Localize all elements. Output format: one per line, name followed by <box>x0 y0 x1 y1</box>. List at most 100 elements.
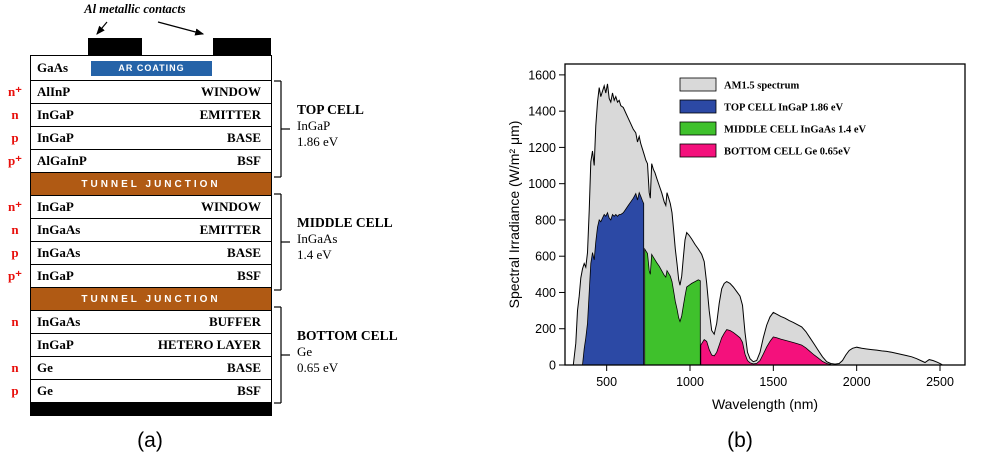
doping-label: n <box>11 107 19 122</box>
metal-contact-left <box>88 38 142 55</box>
material-label: GaAs <box>37 60 69 75</box>
series-area-2 <box>644 247 701 366</box>
y-tick-label: 800 <box>535 213 556 227</box>
ar-coating-bar: AR COATING <box>91 61 212 76</box>
bottom-cell-label: BOTTOM CELL Ge 0.65 eV <box>297 328 447 376</box>
layer-role-label: WINDOW <box>201 199 261 214</box>
y-tick-label: 1400 <box>528 105 556 119</box>
caption-a: (a) <box>137 429 163 452</box>
layer-row-ingap: n⁺ InGaP WINDOW <box>8 195 272 219</box>
layer-row-ingap: p⁺ InGaP BSF <box>8 264 272 288</box>
x-tick-label: 2500 <box>926 375 954 389</box>
legend-swatch-2 <box>679 121 717 136</box>
layer-role-label: EMITTER <box>199 222 261 237</box>
bottom-cell-name: BOTTOM CELL <box>297 328 398 343</box>
tunnel-junction-row: TUNNEL JUNCTION <box>30 287 272 311</box>
doping-label: n⁺ <box>7 84 23 99</box>
top-cell-material: InGaP <box>297 118 331 133</box>
top-cell-label: TOP CELL InGaP 1.86 eV <box>297 102 447 150</box>
top-cell-name: TOP CELL <box>297 102 364 117</box>
legend-swatch-0 <box>679 77 717 92</box>
layer-row-ingaas: n InGaAs BUFFER <box>11 310 272 334</box>
legend-label-1: TOP CELL InGaP 1.86 eV <box>724 103 844 114</box>
tunnel-junction-label: TUNNEL JUNCTION <box>81 178 221 190</box>
series-area-1 <box>582 191 645 366</box>
doping-label: p <box>11 383 19 398</box>
y-axis-label: Spectral Irradiance (W/m² μm) <box>506 121 522 309</box>
solar-cell-diagram-panel: Al metallic contacts GaAs AR COATING n⁺ AlI… <box>8 2 447 416</box>
legend-label-3: BOTTOM CELL Ge 0.65eV <box>724 147 851 158</box>
middle-cell-label: MIDDLE CELL InGaAs 1.4 eV <box>297 215 447 263</box>
layer-row-ingap: n InGaP EMITTER <box>11 103 272 127</box>
x-tick-label: 2000 <box>843 375 871 389</box>
legend-swatch-1 <box>679 99 717 114</box>
middle-cell-material: InGaAs <box>297 231 338 246</box>
layer-role-label: BSF <box>237 153 261 168</box>
y-tick-label: 1200 <box>528 141 556 155</box>
y-tick-label: 1000 <box>528 177 556 191</box>
layer-row-gaas: GaAs AR COATING <box>30 55 272 81</box>
cell-brackets <box>274 80 290 404</box>
contact-arrows <box>96 21 205 36</box>
x-tick-label: 1500 <box>759 375 787 389</box>
doping-label: p <box>11 130 19 145</box>
caption-b: (b) <box>727 429 753 452</box>
material-label: InGaAs <box>37 314 81 329</box>
x-tick-label: 500 <box>596 375 617 389</box>
series-area-3 <box>700 329 832 366</box>
layer-row-ingap: p InGaP BASE <box>11 126 272 150</box>
material-label: Ge <box>37 360 53 375</box>
al-contacts-label: Al metallic contacts <box>84 2 186 16</box>
layer-row-ge: p Ge BSF <box>11 379 272 403</box>
doping-label: p⁺ <box>7 268 23 283</box>
middle-cell-name: MIDDLE CELL <box>297 215 393 230</box>
material-label: AlInP <box>37 84 71 99</box>
layer-row-ingap: InGaP HETERO LAYER <box>30 333 272 357</box>
layer-row-algainp: p⁺ AlGaInP BSF <box>8 149 272 173</box>
layer-role-label: BSF <box>237 268 261 283</box>
doping-label: n <box>11 222 19 237</box>
x-tick-label: 1000 <box>676 375 704 389</box>
tunnel-junction-label: TUNNEL JUNCTION <box>81 293 221 305</box>
layer-role-label: BSF <box>237 383 261 398</box>
material-label: InGaP <box>37 107 74 122</box>
layer-role-label: WINDOW <box>201 84 261 99</box>
material-label: InGaP <box>37 337 74 352</box>
doping-label: n⁺ <box>7 199 23 214</box>
layer-stack: GaAs AR COATING n⁺ AlInP WINDOW n InGaP EMITTER… <box>8 55 272 403</box>
material-label: Ge <box>37 383 53 398</box>
layer-row-alinp: n⁺ AlInP WINDOW <box>8 80 272 104</box>
layer-role-label: BASE <box>227 245 261 260</box>
layer-row-ge: n Ge BASE <box>11 356 272 380</box>
legend-swatch-3 <box>679 143 717 158</box>
material-label: InGaAs <box>37 245 81 260</box>
layer-stack-diagram: GaAs AR COATING n⁺ AlInP WINDOW n InGaP EMITTER… <box>8 38 272 416</box>
y-tick-label: 400 <box>535 286 556 300</box>
y-tick-label: 0 <box>549 359 556 373</box>
material-label: InGaP <box>37 268 74 283</box>
layer-row-ingaas: n InGaAs EMITTER <box>11 218 272 242</box>
layer-role-label: HETERO LAYER <box>157 337 261 352</box>
middle-cell-bandgap: 1.4 eV <box>297 247 332 262</box>
y-tick-label: 600 <box>535 250 556 264</box>
back-contact <box>30 402 272 416</box>
layer-role-label: BUFFER <box>209 314 261 329</box>
layer-role-label: EMITTER <box>199 107 261 122</box>
doping-label: n <box>11 360 19 375</box>
legend-label-0: AM1.5 spectrum <box>724 81 799 92</box>
metal-contact-right <box>213 38 271 55</box>
material-label: InGaP <box>37 199 74 214</box>
plot-border <box>564 63 966 366</box>
x-axis-label: Wavelength (nm) <box>712 396 818 412</box>
bottom-cell-bandgap: 0.65 eV <box>297 360 339 375</box>
y-tick-label: 200 <box>535 322 556 336</box>
layer-role-label: BASE <box>227 130 261 145</box>
doping-label: p <box>11 245 19 260</box>
y-tick-label: 1600 <box>528 68 556 82</box>
doping-label: p⁺ <box>7 153 23 168</box>
tunnel-junction-row: TUNNEL JUNCTION <box>30 172 272 196</box>
layer-row-ingaas: p InGaAs BASE <box>11 241 272 265</box>
spectrum-chart-panel: 500 1000 1500 2000 2500 0 200 400 600 800 1000 1200… <box>500 52 991 463</box>
spectral-irradiance-chart: 500 1000 1500 2000 2500 0 200 400 600 800 1000 1200… <box>506 63 966 412</box>
material-label: AlGaInP <box>37 153 87 168</box>
